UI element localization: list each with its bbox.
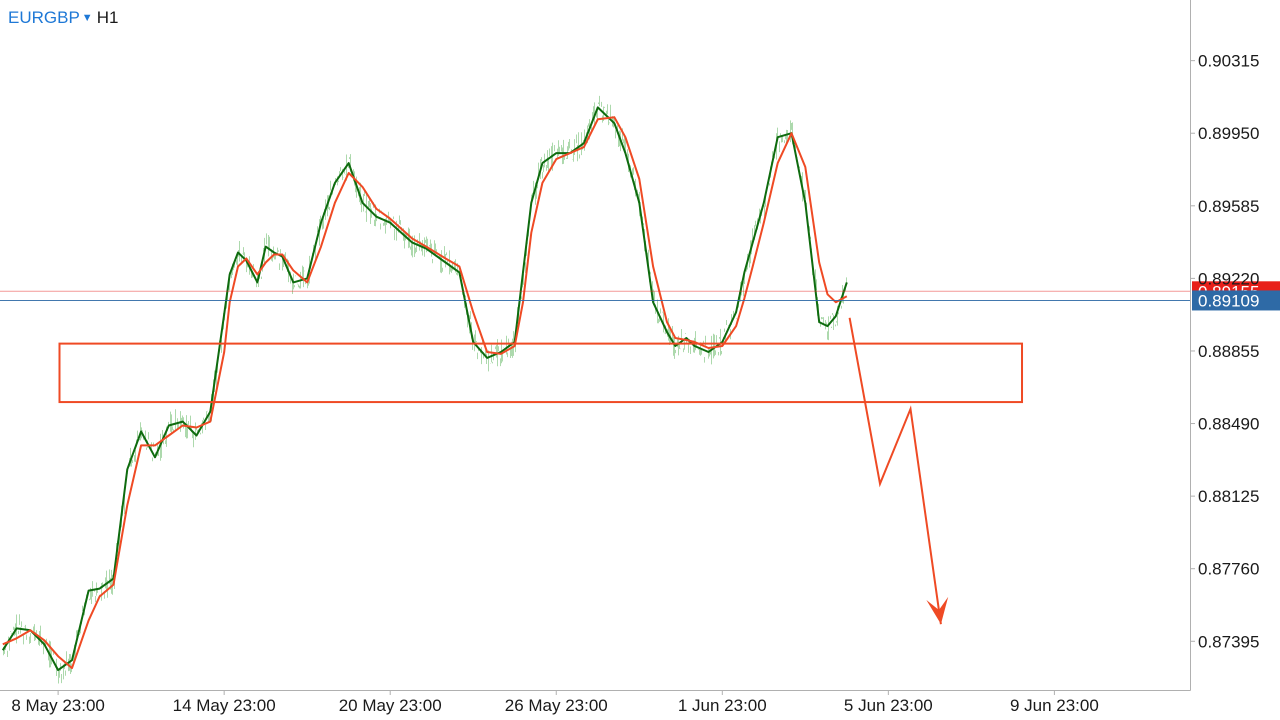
price-tick-label: 0.89950 xyxy=(1198,124,1259,143)
chart-header[interactable]: EURGBP ▼ H1 xyxy=(8,8,118,28)
time-tick-label: 8 May 23:00 xyxy=(11,696,105,715)
time-tick-label: 14 May 23:00 xyxy=(173,696,276,715)
price-axis[interactable]: 0.90315 0.89950 0.89585 0.89220 0.88855 0.884… xyxy=(1190,52,1259,652)
drawing-annotations[interactable] xyxy=(58,317,1024,625)
last-price-tag-label: 0.89109 xyxy=(1198,291,1259,310)
time-tick-label: 20 May 23:00 xyxy=(339,696,442,715)
slow-moving-average-line xyxy=(2,116,848,670)
projection-path[interactable] xyxy=(848,317,942,625)
timeframe-label[interactable]: H1 xyxy=(96,8,119,27)
time-tick-label: 5 Jun 23:00 xyxy=(844,696,933,715)
projection-arrow-head[interactable] xyxy=(926,596,949,625)
symbol-label[interactable]: EURGBP xyxy=(8,8,80,27)
price-tick-label: 0.87395 xyxy=(1198,632,1259,651)
price-tick-label: 0.88855 xyxy=(1198,342,1259,361)
price-tick-label: 0.88125 xyxy=(1198,487,1259,506)
time-tick-label: 1 Jun 23:00 xyxy=(678,696,767,715)
price-tick-label: 0.89585 xyxy=(1198,197,1259,216)
price-tick-label: 0.88490 xyxy=(1198,415,1259,434)
last-price-tag xyxy=(1192,290,1280,311)
price-tick-label: 0.90315 xyxy=(1198,52,1259,71)
moving-average-series xyxy=(1,106,848,672)
time-tick-label: 26 May 23:00 xyxy=(505,696,608,715)
symbol-dropdown-icon[interactable]: ▼ xyxy=(81,12,93,24)
time-axis[interactable]: 8 May 23:00 14 May 23:00 20 May 23:00 26 Ma… xyxy=(11,690,1099,715)
support-zone-rectangle[interactable] xyxy=(58,342,1024,404)
price-tick-label: 0.87760 xyxy=(1198,560,1259,579)
price-tick-label: 0.89220 xyxy=(1198,269,1259,288)
price-bars xyxy=(3,95,847,684)
time-tick-label: 9 Jun 23:00 xyxy=(1010,696,1099,715)
price-tags: 0.891550.89109 xyxy=(0,281,1280,311)
axis-frame xyxy=(0,0,1191,691)
fast-moving-average-line xyxy=(1,106,848,672)
